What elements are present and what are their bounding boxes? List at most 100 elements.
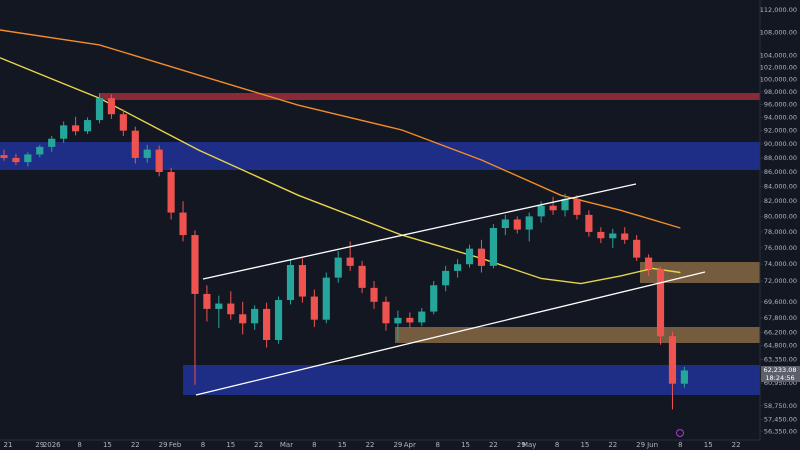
x-tick-label: 8	[201, 441, 205, 449]
candle-body	[549, 205, 557, 211]
axes: 112,000.00 108,000.00 104,000.00 102,000.00…	[3, 6, 797, 449]
x-tick-label: 15	[704, 441, 713, 449]
y-tick-label: 74,000.00	[764, 260, 797, 268]
x-tick-label: 8	[678, 441, 682, 449]
y-tick-label: 66,200.00	[764, 329, 797, 337]
y-tick-label: 92,000.00	[764, 127, 797, 135]
y-tick-label: 69,600.00	[764, 298, 797, 306]
candle-body	[585, 214, 593, 232]
y-tick-label: 100,000.00	[760, 76, 797, 84]
candle-body	[633, 239, 641, 258]
channel-lower	[195, 271, 706, 396]
candle-body	[36, 146, 44, 155]
y-tick-label: 76,000.00	[764, 244, 797, 252]
candle-body	[167, 172, 175, 213]
x-tick-label: Apr	[404, 441, 416, 449]
channel-upper	[202, 183, 637, 280]
candle-body	[454, 264, 462, 271]
candle-body	[597, 231, 605, 239]
candle-body	[621, 233, 629, 240]
candle-body	[358, 265, 366, 288]
candle-body	[0, 155, 8, 158]
last-price: 62,233.08	[763, 366, 796, 374]
candle-body	[489, 227, 497, 266]
event-marker[interactable]	[676, 429, 684, 437]
candle-body	[227, 303, 235, 315]
x-tick-label: Feb	[169, 441, 182, 449]
resistance-zone	[100, 93, 760, 100]
y-tick-label: 98,000.00	[764, 88, 797, 96]
y-tick-label: 63,350.00	[764, 356, 797, 364]
support-zone	[395, 327, 760, 343]
candle-body	[609, 233, 617, 239]
candle-body	[561, 198, 569, 211]
candle-body	[179, 212, 187, 236]
candle-body	[131, 130, 139, 158]
x-tick-label: May	[522, 441, 536, 449]
x-tick-label: 22	[732, 441, 741, 449]
y-tick-label: 108,000.00	[760, 28, 797, 36]
candle-body	[442, 270, 450, 286]
candle-body	[119, 114, 127, 131]
zones	[0, 93, 760, 395]
candle-body	[191, 235, 199, 294]
candle-body	[430, 285, 438, 312]
y-tick-label: 94,000.00	[764, 113, 797, 121]
candle-body	[465, 248, 474, 265]
candle-body	[477, 248, 486, 266]
candle-body	[286, 265, 295, 301]
y-tick-label: 72,000.00	[764, 277, 797, 285]
x-tick-label: 29	[636, 441, 645, 449]
x-tick-label: 15	[461, 441, 470, 449]
y-tick-label: 78,000.00	[764, 228, 797, 236]
candle-body	[573, 198, 581, 215]
x-tick-label: 22	[131, 441, 140, 449]
candle-body	[537, 205, 545, 217]
supply-zone	[0, 142, 760, 170]
y-tick-label: 84,000.00	[764, 182, 797, 190]
x-tick-label: 2026	[43, 441, 61, 449]
candle-body	[656, 269, 665, 337]
x-tick-label: 8	[77, 441, 81, 449]
candle-body	[668, 336, 677, 384]
y-tick-label: 58,750.00	[764, 402, 797, 410]
demand-zone	[183, 365, 760, 395]
x-tick-label: 8	[435, 441, 439, 449]
countdown: 18:24:56	[765, 374, 794, 382]
candle-body	[406, 317, 414, 323]
candle-body	[645, 257, 653, 270]
x-tick-label: 22	[366, 441, 375, 449]
candle-body	[310, 296, 318, 320]
x-tick-label: 8	[555, 441, 559, 449]
candle-body	[72, 125, 80, 132]
candle-body	[501, 219, 509, 228]
x-tick-label: 22	[254, 441, 263, 449]
x-tick-label: 22	[608, 441, 617, 449]
candle-body	[382, 301, 390, 324]
candle-body	[83, 120, 92, 132]
candle-body	[24, 154, 32, 163]
last-price-box	[761, 366, 800, 382]
x-tick-label: Mar	[280, 441, 293, 449]
candle-body	[346, 257, 354, 266]
candle-body	[418, 311, 426, 323]
y-tick-label: 88,000.00	[764, 154, 797, 162]
x-tick-label: 15	[580, 441, 589, 449]
y-tick-label: 104,000.00	[760, 51, 797, 59]
y-tick-label: 112,000.00	[760, 6, 797, 14]
x-tick-label: 15	[338, 441, 347, 449]
y-tick-label: 96,000.00	[764, 101, 797, 109]
candle-body	[334, 257, 342, 278]
candle-body	[143, 149, 151, 158]
x-tick-label: 21	[3, 441, 12, 449]
y-tick-label: 82,000.00	[764, 197, 797, 205]
moving-average	[0, 29, 681, 229]
candle-body	[322, 277, 330, 320]
y-tick-label: 102,000.00	[760, 63, 797, 71]
x-tick-label: 8	[312, 441, 316, 449]
candle-body	[107, 98, 115, 115]
breakdown-zone	[640, 262, 760, 283]
x-tick-label: 29	[517, 441, 526, 449]
candle-body	[60, 125, 68, 139]
candle-body	[680, 370, 688, 384]
